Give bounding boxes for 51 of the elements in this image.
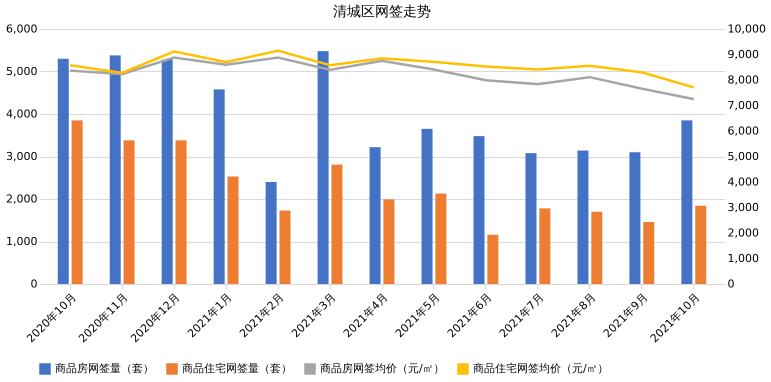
bar [539,208,550,284]
bar [58,58,69,284]
bar [681,120,692,284]
bar [577,150,588,284]
bar [72,120,83,284]
bar [591,212,602,284]
bar [629,152,640,284]
y-tick-label: 0 [30,278,38,290]
bar [214,89,225,284]
y2-tick-label: 0 [728,278,734,290]
chart-title: 清城区网签走势 [333,4,431,20]
y2-tick-label: 5,000 [728,150,759,163]
bar [435,193,446,284]
bar [228,176,239,284]
y-tick-label: 4,000 [6,108,38,120]
y2-tick-label: 10,000 [728,22,766,36]
y2-tick-label: 7,000 [728,99,759,112]
y2-tick-label: 2,000 [728,226,759,240]
bar [474,136,485,284]
bar [162,60,173,284]
legend-label: 商品住宅网签均价（元/㎡） [473,362,609,375]
legend-label: 商品房网签均价（元/㎡） [320,362,445,375]
y2-tick-label: 4,000 [728,176,759,188]
y-tick-label: 1,000 [6,235,38,248]
bar [279,210,290,284]
y-tick-label: 3,000 [6,150,38,163]
y2-tick-label: 8,000 [728,74,759,86]
line-series [68,56,696,100]
bar [176,140,187,284]
y-tick-label: 2,000 [6,192,38,206]
legend-label: 商品住宅网签量（套） [182,362,292,375]
bar [487,234,498,284]
bar [331,164,342,284]
bar [318,51,329,284]
y2-tick-label: 6,000 [728,124,759,138]
y-tick-label: 5,000 [6,65,38,78]
legend-label: 商品房网签量（套） [55,362,154,375]
bar [266,182,277,284]
line-series [68,49,696,89]
bar [383,199,394,284]
y-tick-label: 6,000 [6,22,38,36]
bar [110,55,121,284]
bar [643,222,654,284]
y2-tick-label: 3,000 [728,201,759,214]
bar [370,147,381,284]
bar [124,140,135,284]
bar [525,153,536,284]
bar [422,128,433,284]
bar [695,206,706,284]
y2-tick-label: 1,000 [728,252,759,265]
y2-tick-label: 9,000 [728,48,759,61]
